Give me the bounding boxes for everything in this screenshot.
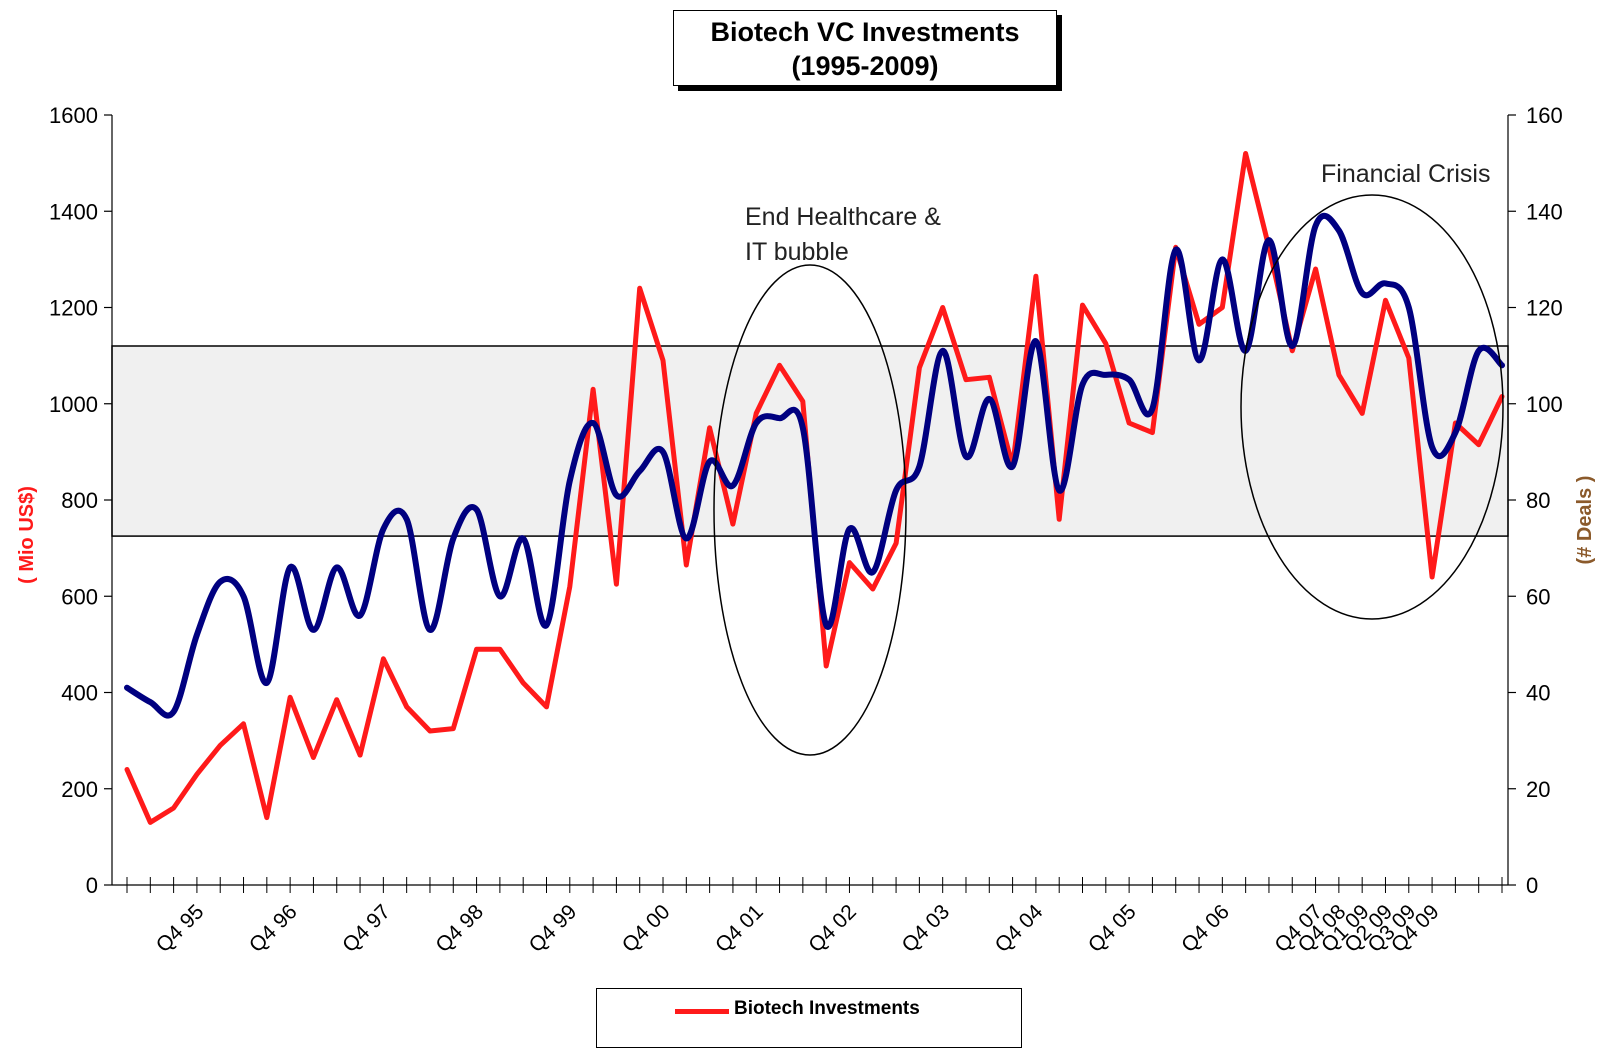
series-line-deals bbox=[124, 212, 1505, 719]
y-left-tick-label: 0 bbox=[86, 873, 98, 898]
y-right-tick-label: 100 bbox=[1526, 392, 1563, 417]
y-right-tick-label: 20 bbox=[1526, 777, 1550, 802]
annotation-bubble-line2: IT bubble bbox=[745, 238, 849, 266]
crisis-ellipse bbox=[1240, 194, 1504, 620]
series-lines bbox=[124, 151, 1505, 825]
x-tick-label: Q4 01 bbox=[711, 900, 768, 957]
y-right-tick-label: 0 bbox=[1526, 873, 1538, 898]
x-tick-label: Q4 06 bbox=[1177, 900, 1234, 957]
y-left-tick-label: 800 bbox=[61, 488, 98, 513]
x-tick-label: Q4 96 bbox=[245, 900, 302, 957]
x-tick-label: Q4 05 bbox=[1084, 900, 1141, 957]
y-left-tick-label: 400 bbox=[61, 681, 98, 706]
y-right-tick-label: 120 bbox=[1526, 296, 1563, 321]
annotation-bubble-line1: End Healthcare & bbox=[745, 203, 941, 231]
y-right-axis-label: (# Deals ) bbox=[1574, 476, 1596, 565]
y-right-tick-label: 40 bbox=[1526, 681, 1550, 706]
y-left-tick-label: 1400 bbox=[49, 199, 98, 224]
y-left-tick-label: 1000 bbox=[49, 392, 98, 417]
chart-title: Biotech VC Investments bbox=[710, 17, 1020, 47]
x-tick-label: Q4 02 bbox=[804, 900, 861, 957]
legend-label-biotech-investments: Biotech Investments bbox=[734, 998, 920, 1019]
y-right-tick-label: 140 bbox=[1526, 199, 1563, 224]
y-left-tick-label: 1200 bbox=[49, 296, 98, 321]
annotation-crisis: Financial Crisis bbox=[1321, 160, 1490, 188]
x-tick-label: Q4 00 bbox=[618, 900, 675, 957]
legend: Biotech Investments bbox=[596, 988, 1022, 1048]
y-right-tick-label: 80 bbox=[1526, 488, 1550, 513]
legend-swatch-biotech-investments bbox=[675, 1009, 729, 1014]
x-tick-label: Q4 98 bbox=[431, 900, 488, 957]
chart-title-box: Biotech VC Investments (1995-2009) bbox=[673, 10, 1057, 86]
x-tick-label: Q4 97 bbox=[338, 900, 395, 957]
y-left-axis-label: ( Mio US$) bbox=[16, 486, 38, 584]
bubble-ellipse bbox=[713, 264, 907, 756]
y-left-tick-label: 200 bbox=[61, 777, 98, 802]
y-right-tick-label: 160 bbox=[1526, 103, 1563, 128]
x-tick-label: Q4 99 bbox=[525, 900, 582, 957]
chart-subtitle: (1995-2009) bbox=[791, 51, 939, 81]
y-left-tick-label: 1600 bbox=[49, 103, 98, 128]
y-left-tick-label: 600 bbox=[61, 584, 98, 609]
x-tick-label: Q4 95 bbox=[152, 900, 209, 957]
x-tick-label: Q4 03 bbox=[897, 900, 954, 957]
annotations: End Healthcare & IT bubble Financial Cri… bbox=[713, 160, 1504, 756]
y-right-tick-label: 60 bbox=[1526, 584, 1550, 609]
x-tick-label: Q4 04 bbox=[991, 900, 1048, 957]
